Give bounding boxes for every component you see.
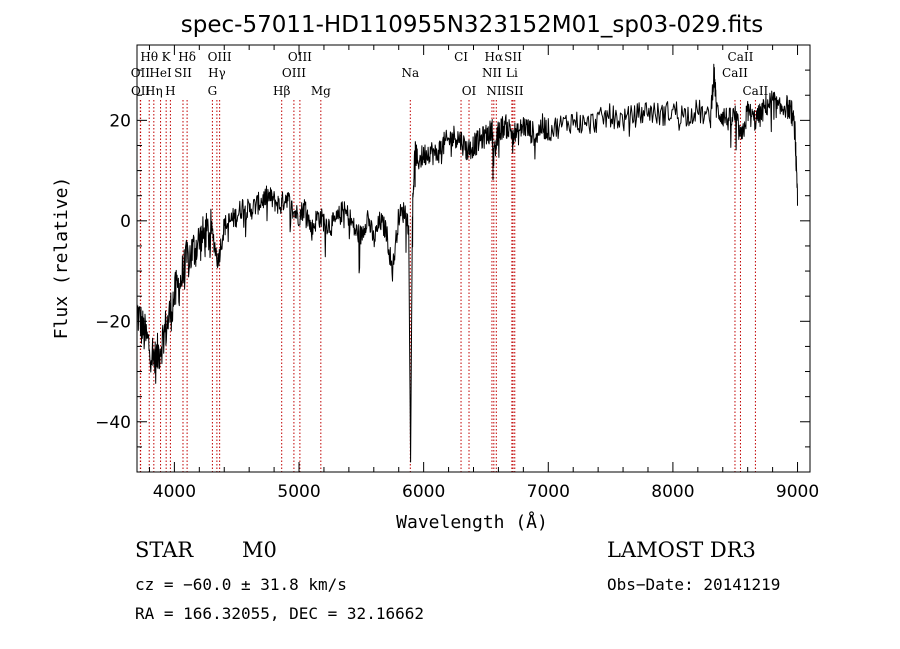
survey-name: LAMOST DR3: [607, 538, 756, 562]
spectral-line-label: K: [162, 50, 172, 64]
ra-dec: RA = 166.32055, DEC = 32.16662: [135, 604, 424, 623]
spectral-line-label: CaII: [742, 84, 768, 98]
spectral-line-label: Hη: [145, 84, 163, 98]
spectral-line-label: Hγ: [208, 66, 226, 80]
x-tick-label: 9000: [776, 482, 819, 502]
spectral-line-label: SII: [174, 66, 192, 80]
spectral-line-label: Na: [401, 66, 419, 80]
chart-title: spec-57011-HD110955N323152M01_sp03-029.f…: [181, 12, 763, 38]
object-subclass: M0: [242, 538, 277, 562]
spectral-line-label: HeI: [149, 66, 172, 80]
spectral-line-label: G: [208, 84, 218, 98]
y-tick-label: −20: [95, 312, 131, 332]
spectral-line-label: CI: [454, 50, 468, 64]
spectral-line-label: OI: [462, 84, 477, 98]
redshift-cz: cz = −60.0 ± 31.8 km/s: [135, 575, 347, 594]
spectral-line-label: NII: [486, 84, 506, 98]
spectrum-series: [136, 63, 798, 463]
spectral-line-label: OII: [131, 84, 151, 98]
y-axis-label: Flux (relative): [51, 177, 72, 340]
spectral-line-label: Hβ: [273, 84, 290, 98]
x-tick-label: 4000: [153, 482, 196, 502]
spectral-line-label: NII: [482, 66, 502, 80]
spectral-line-label: Mg: [311, 84, 331, 98]
object-class: STAR: [135, 538, 194, 562]
spectral-line-label: SII: [504, 50, 522, 64]
spectral-line-label: H: [165, 84, 175, 98]
spectral-line-label: OIII: [208, 50, 232, 64]
x-axis-label: Wavelength (Å): [396, 511, 548, 533]
spectral-line-label: OIII: [288, 50, 312, 64]
y-tick-label: 0: [120, 212, 131, 232]
spectral-line-label: CaII: [728, 50, 754, 64]
spectral-line-label: Hδ: [178, 50, 196, 64]
plot-frame: [136, 44, 811, 473]
y-tick-label: 20: [109, 111, 131, 131]
x-tick-label: 7000: [527, 482, 570, 502]
spectral-line-label: Li: [506, 66, 518, 80]
x-tick-label: 6000: [402, 482, 445, 502]
spectral-line-label: Hα: [485, 50, 504, 64]
x-tick-label: 8000: [651, 482, 694, 502]
spectral-line-label: Hθ: [140, 50, 158, 64]
y-tick-label: −40: [95, 413, 131, 433]
spectral-line-label: OIII: [282, 66, 306, 80]
spectral-line-label: CaII: [722, 66, 748, 80]
spectral-line-label: OII: [131, 66, 151, 80]
x-tick-label: 5000: [277, 482, 320, 502]
spectral-line-label: SII: [506, 84, 524, 98]
obs-date: Obs−Date: 20141219: [607, 575, 781, 594]
